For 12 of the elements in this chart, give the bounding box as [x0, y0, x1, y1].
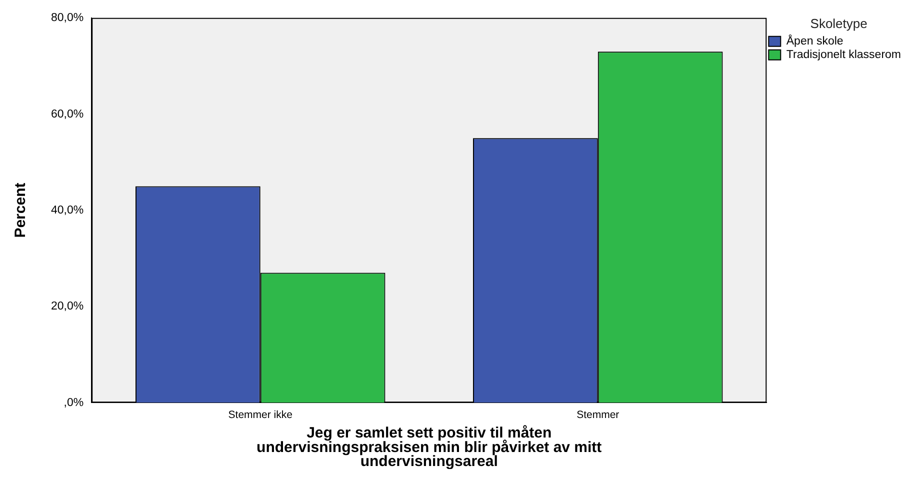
x-axis-title: Jeg er samlet sett positiv til måten undervisningspraksisen min blir påvirket av mitt undervisningsareal: [256, 424, 602, 470]
legend-label: Åpen skole: [786, 34, 844, 48]
y-tick-label: ,0%: [64, 396, 84, 409]
y-axis-title: Percent: [12, 182, 30, 238]
y-tick-label: 40,0%: [51, 204, 84, 216]
legend-title: Skoletype: [810, 16, 868, 32]
x-tick-label: Stemmer: [576, 408, 620, 421]
y-tick-label: 20,0%: [51, 300, 84, 313]
x-tick-label: Stemmer ikke: [228, 408, 293, 421]
y-tick-label: 80,0%: [51, 12, 84, 24]
y-tick-label: 60,0%: [51, 108, 84, 120]
legend-label: Tradisjonelt klasserom: [786, 49, 902, 62]
